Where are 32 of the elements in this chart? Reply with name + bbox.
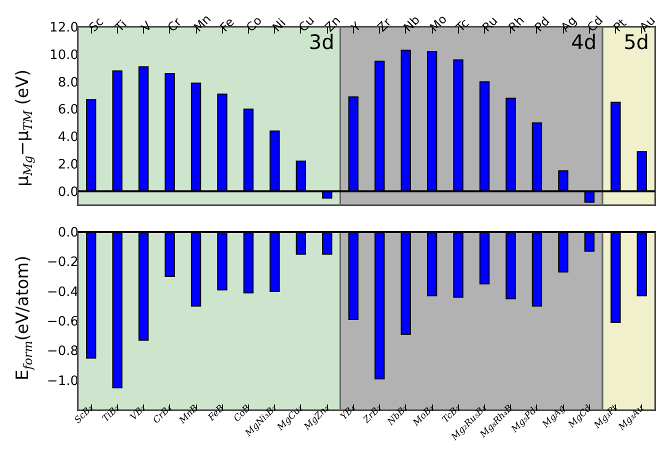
x-tick-label: YB₄: [339, 403, 358, 422]
x-tick-label: Ti: [112, 17, 130, 36]
x-tick-label: Ni: [270, 16, 288, 34]
y-tick-label: 8.0: [58, 75, 78, 90]
y-tick-label: 10.0: [50, 48, 78, 63]
x-tick-label: Mo: [427, 12, 450, 34]
x-tick-label: Ru: [480, 14, 500, 34]
x-tick-label: TiB₂: [101, 403, 122, 424]
x-tick-label: Co: [244, 13, 265, 34]
y-tick-label: 6.0: [58, 102, 78, 118]
y-tick-label: 12.0: [50, 20, 78, 36]
x-tick-label: Au: [636, 13, 658, 34]
x-tick-label: Tc: [452, 16, 472, 36]
x-tick-label: Pt: [610, 16, 630, 34]
x-tick-label: V: [138, 18, 155, 34]
y-tick-label: −1.0: [46, 374, 78, 389]
y-tick-label: −0.8: [46, 344, 78, 360]
y-tick-label: −0.2: [46, 255, 78, 270]
x-tick-label: Y: [348, 18, 364, 36]
x-tick-label: Cr: [164, 15, 184, 34]
x-tick-label: Nb: [400, 12, 423, 34]
x-tick-label: Rh: [506, 13, 527, 34]
y-tick-label: 0.0: [58, 226, 78, 240]
x-tick-label: Cu: [296, 13, 318, 34]
y-tick-label: −0.4: [46, 284, 78, 300]
x-tick-label: Zr: [374, 15, 394, 34]
x-tick-label: Sc: [86, 14, 106, 34]
x-tick-label: Pd: [532, 14, 552, 34]
x-tick-label: Zn: [322, 13, 344, 34]
x-tick-label: Mn: [191, 12, 214, 34]
y-tick-label: −0.6: [46, 314, 78, 330]
x-tick-label: Fe: [217, 14, 237, 34]
